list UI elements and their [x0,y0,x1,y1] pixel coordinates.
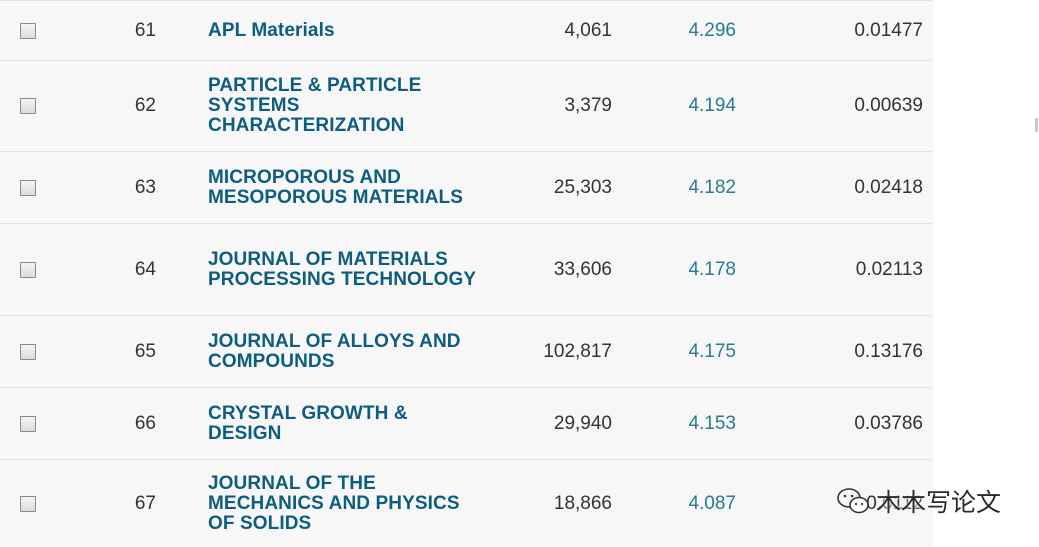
rank-cell: 63 [134,176,156,198]
eigenfactor-cell: 0.02418 [854,176,923,198]
total-cites-cell: 25,303 [553,176,612,198]
impact-factor-cell: 4.175 [688,340,736,362]
journal-ranking-table: 61 APL Materials 4,061 4.296 0.01477 62 … [0,0,932,547]
table-row: 61 APL Materials 4,061 4.296 0.01477 [0,1,932,61]
eigenfactor-cell: 0.0112 [866,492,923,514]
rank-cell: 66 [134,412,156,434]
journal-title-link[interactable]: JOURNAL OF THE MECHANICS AND PHYSICS OF … [208,472,460,534]
impact-factor-cell: 4.296 [688,19,736,41]
row-checkbox[interactable] [20,343,36,360]
eigenfactor-cell: 0.02113 [855,258,923,280]
impact-factor-cell: 4.194 [688,95,736,116]
total-cites-cell: 4,061 [564,19,612,41]
table-row: 67 JOURNAL OF THE MECHANICS AND PHYSICS … [0,460,932,547]
total-cites-cell: 29,940 [553,412,612,434]
row-checkbox[interactable] [20,98,36,114]
row-checkbox[interactable] [20,179,36,196]
impact-factor-cell: 4.087 [688,492,736,514]
scrollbar-marker [1035,118,1038,132]
watermark-text: 木木写论文 [876,488,1002,517]
eigenfactor-cell: 0.03786 [854,412,923,434]
row-checkbox[interactable] [20,22,36,39]
table-row: 62 PARTICLE & PARTICLE SYSTEMS CHARACTER… [0,61,932,152]
eigenfactor-cell: 0.01477 [854,19,923,41]
rank-cell: 67 [134,492,156,514]
eigenfactor-cell: 0.13176 [854,340,923,362]
rank-cell: 62 [134,95,156,116]
total-cites-cell: 3,379 [564,95,612,116]
impact-factor-cell: 4.153 [688,412,736,434]
journal-title-link[interactable]: APL Materials [208,19,335,41]
wechat-icon [837,488,869,514]
table-row: 63 MICROPOROUS AND MESOPOROUS MATERIALS … [0,152,932,224]
journal-title-link[interactable]: MICROPOROUS AND MESOPOROUS MATERIALS [208,166,463,208]
journal-title-link[interactable]: CRYSTAL GROWTH & DESIGN [208,402,408,444]
watermark: 木木写论文 [836,482,1001,520]
rank-cell: 61 [134,19,156,41]
journal-title-link[interactable]: JOURNAL OF MATERIALS PROCESSING TECHNOLO… [208,248,477,290]
impact-factor-cell: 4.178 [688,258,736,280]
total-cites-cell: 18,866 [553,492,612,514]
row-checkbox[interactable] [20,495,36,512]
impact-factor-cell: 4.182 [688,176,736,198]
eigenfactor-cell: 0.00639 [854,95,923,116]
rank-cell: 64 [134,258,156,280]
row-checkbox[interactable] [20,261,36,278]
total-cites-cell: 102,817 [543,340,612,362]
table-row: 64 JOURNAL OF MATERIALS PROCESSING TECHN… [0,224,932,316]
total-cites-cell: 33,606 [553,258,612,280]
table-row: 66 CRYSTAL GROWTH & DESIGN 29,940 4.153 … [0,388,932,460]
row-checkbox[interactable] [20,415,36,432]
journal-title-link[interactable]: PARTICLE & PARTICLE SYSTEMS CHARACTERIZA… [208,75,422,136]
journal-title-link[interactable]: JOURNAL OF ALLOYS AND COMPOUNDS [208,330,461,372]
table-row: 65 JOURNAL OF ALLOYS AND COMPOUNDS 102,8… [0,316,932,388]
rank-cell: 65 [134,340,156,362]
